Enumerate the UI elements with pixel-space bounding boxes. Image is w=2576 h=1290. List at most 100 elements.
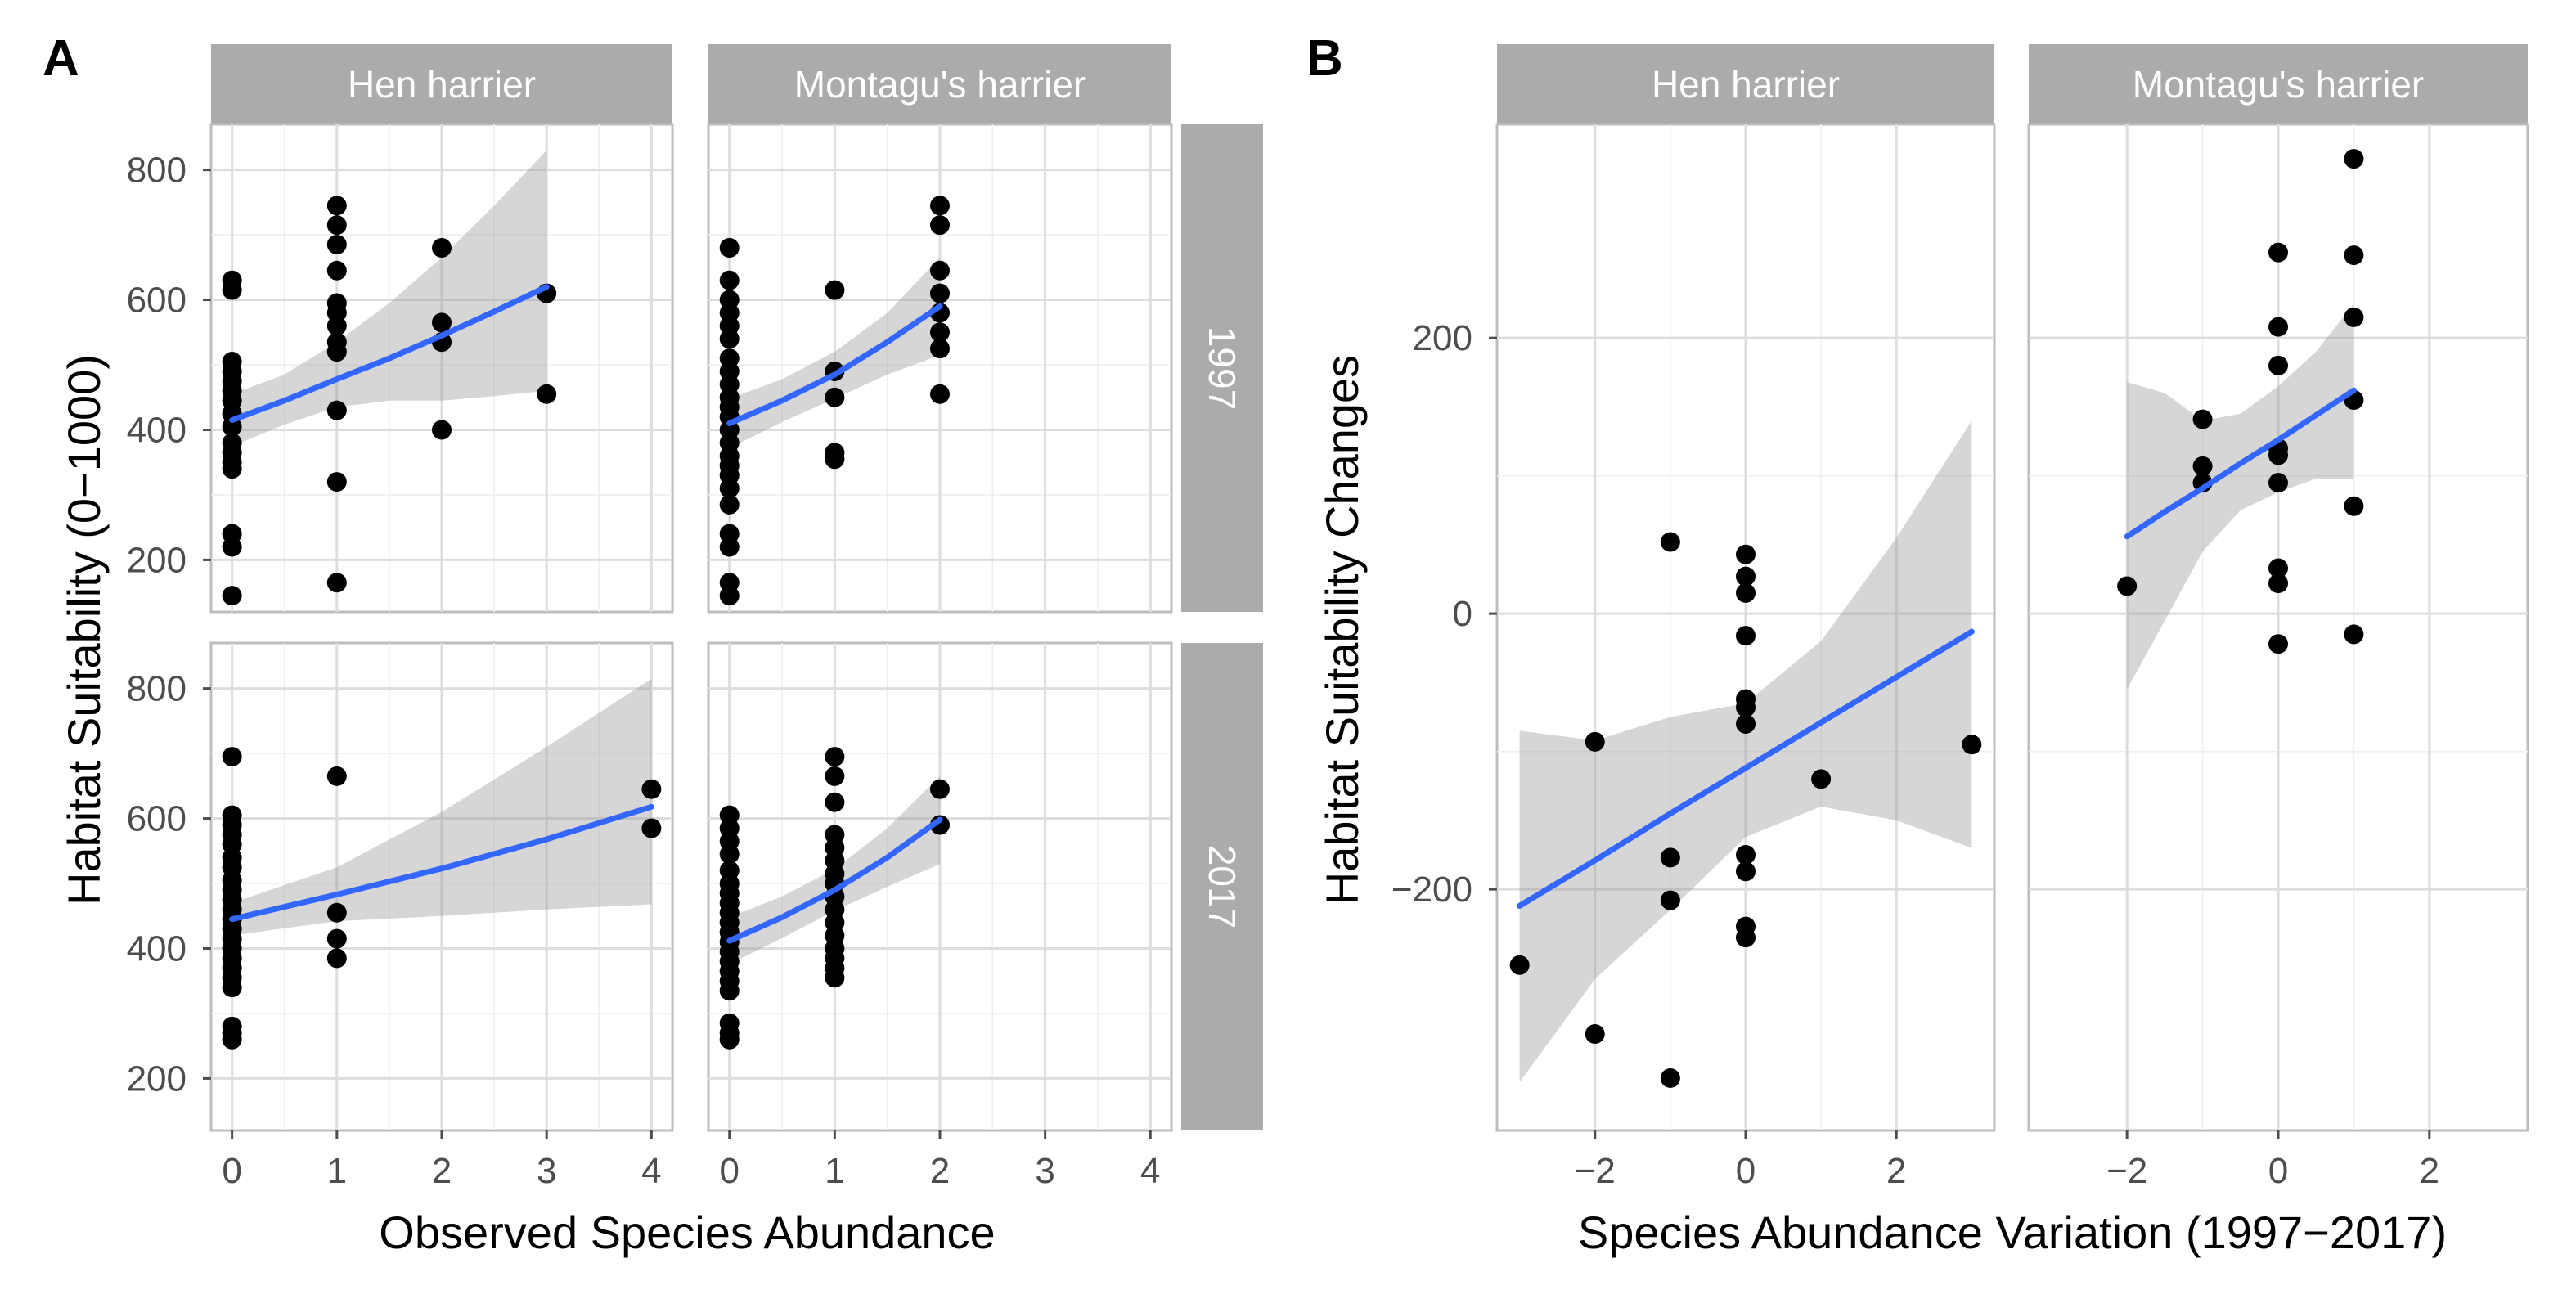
facet-panel: −200 0 200 −2 0 2: [1391, 123, 1996, 1191]
data-point: [1736, 626, 1756, 646]
data-point: [326, 472, 347, 492]
data-point: [222, 747, 242, 767]
data-point: [2268, 242, 2288, 263]
data-point: [2344, 245, 2364, 266]
confidence-band: [2127, 303, 2354, 690]
data-point: [1585, 1024, 1605, 1045]
y-tick-label: 400: [127, 928, 187, 969]
data-point: [1660, 1068, 1680, 1088]
data-point: [2268, 317, 2288, 337]
strip-background: [708, 44, 1171, 124]
data-point: [1736, 928, 1756, 948]
data-point: [222, 978, 242, 998]
data-point: [326, 766, 347, 786]
data-point: [1660, 847, 1680, 868]
data-point: [326, 196, 347, 216]
x-tick-label: 2: [2420, 1151, 2439, 1191]
row-strip-background: [1181, 643, 1263, 1130]
confidence-band: [232, 678, 652, 936]
x-axis-title: Observed Species Abundance: [379, 1207, 995, 1258]
data-point: [326, 400, 347, 420]
data-point: [719, 237, 740, 258]
data-point: [719, 1029, 740, 1050]
regression-line: [1517, 628, 1975, 909]
data-point: [2268, 473, 2288, 493]
data-point: [2192, 409, 2213, 429]
regression-line: [726, 816, 943, 944]
x-tick-label: 1: [327, 1151, 347, 1191]
x-tick-label: 2: [432, 1151, 452, 1191]
row-strip-label: 1997: [1201, 326, 1243, 410]
x-tick-label: 0: [222, 1151, 241, 1191]
data-point: [930, 196, 950, 216]
data-point: [1660, 890, 1680, 910]
data-point: [719, 844, 740, 865]
data-point: [825, 968, 845, 988]
y-tick-label: −200: [1391, 870, 1472, 910]
data-point: [222, 416, 242, 437]
data-point: [825, 449, 845, 470]
data-point: [1736, 544, 1756, 564]
chart-b: Hen harrier Montagu's harrier −200 0 200 −2 0 2…: [1316, 44, 2529, 1258]
x-tick-label: 0: [2268, 1151, 2288, 1191]
confidence-band: [232, 150, 547, 447]
data-point: [222, 586, 242, 606]
data-point: [825, 747, 845, 767]
x-tick-label: 2: [1886, 1151, 1906, 1191]
chart-a: Hen harrier Montagu's harrier199720172004…: [58, 44, 1263, 1258]
strip-hen-harrier: Hen harrier: [211, 44, 672, 124]
data-point: [719, 329, 740, 349]
data-point: [641, 779, 662, 799]
y-tick-label: 400: [127, 410, 187, 450]
y-tick-label: 800: [127, 151, 187, 191]
data-point: [326, 342, 347, 362]
facet-panel: [707, 123, 1173, 614]
data-point: [326, 235, 347, 255]
strip-montagus-harrier: Montagu's harrier: [708, 44, 1171, 124]
y-axis-title: Habitat Suitability (0−1000): [58, 354, 110, 906]
regression-line: [229, 284, 550, 424]
y-axis-title: Habitat Suitability Changes: [1316, 355, 1368, 905]
data-point: [1736, 697, 1756, 717]
data-point: [1509, 955, 1530, 975]
data-point: [537, 384, 557, 404]
x-tick-label: 4: [1140, 1151, 1160, 1191]
data-point: [222, 1029, 242, 1050]
y-tick-label: 0: [1453, 594, 1472, 634]
confidence-band: [1519, 420, 1972, 1082]
data-point: [222, 280, 242, 300]
data-point: [930, 339, 950, 359]
data-point: [930, 283, 950, 303]
data-point: [326, 316, 347, 336]
row-strip-background: [1181, 124, 1263, 612]
row-strip-label: 2017: [1201, 845, 1243, 928]
data-point: [2344, 307, 2364, 327]
data-point: [2268, 558, 2288, 578]
x-tick-label: 4: [641, 1151, 661, 1191]
data-point: [719, 270, 740, 290]
facet-panel: −2 0 2: [2027, 123, 2529, 1191]
data-point: [2268, 445, 2288, 465]
data-point: [326, 928, 347, 949]
row-strip-1997: 1997: [1181, 124, 1263, 612]
data-point: [326, 215, 347, 236]
data-point: [326, 948, 347, 969]
data-point: [2344, 624, 2364, 645]
data-point: [1736, 582, 1756, 603]
row-strip-2017: 2017: [1181, 643, 1263, 1130]
data-point: [222, 537, 242, 557]
data-point: [432, 312, 452, 333]
data-point: [1811, 769, 1832, 789]
panel-label-b: B: [1306, 30, 1343, 87]
data-point: [2344, 496, 2364, 516]
data-point: [2192, 456, 2213, 476]
data-point: [930, 779, 950, 799]
panel-label-a: A: [43, 30, 79, 87]
strip-background: [1497, 44, 1994, 124]
data-point: [1962, 735, 1982, 755]
data-point: [641, 818, 662, 838]
data-point: [2117, 576, 2138, 596]
x-tick-label: −2: [1575, 1151, 1616, 1191]
data-point: [2268, 355, 2288, 375]
data-point: [719, 981, 740, 1001]
